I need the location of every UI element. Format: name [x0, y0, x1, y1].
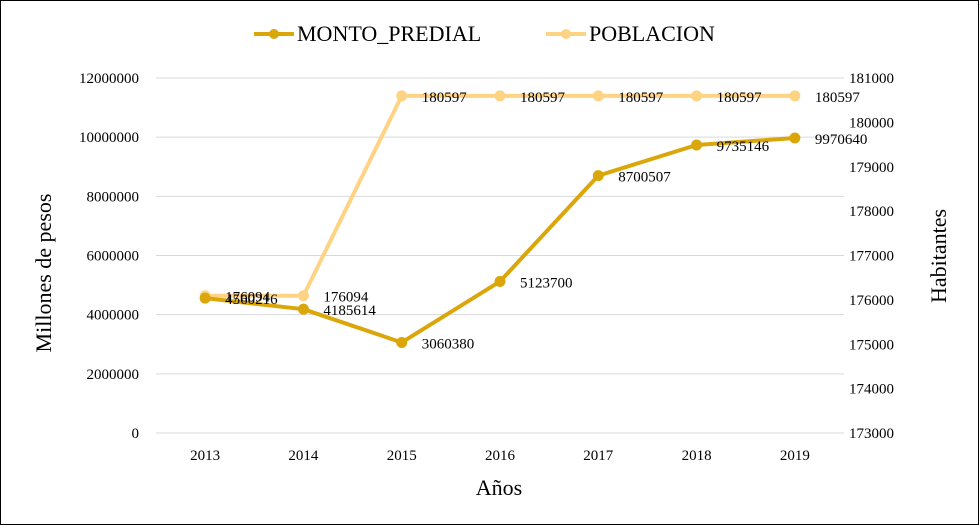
- y2-tick-label: 181000: [849, 71, 894, 87]
- data-label-poblacion: 180597: [520, 90, 566, 106]
- y-tick-label: 2000000: [87, 367, 140, 383]
- data-label-poblacion: 180597: [815, 90, 861, 106]
- y-tick-label: 6000000: [87, 249, 140, 265]
- data-point-poblacion: [691, 90, 703, 102]
- series-lines: [199, 90, 801, 348]
- data-point-monto-predial: [789, 132, 801, 144]
- legend-marker-poblacion: [561, 29, 571, 39]
- legend-label-monto-predial: MONTO_PREDIAL: [297, 21, 481, 46]
- data-label-poblacion: 176094: [323, 290, 369, 306]
- data-label-poblacion: 176094: [225, 290, 271, 306]
- y-axis-left-title: Millones de pesos: [31, 194, 56, 353]
- data-label-poblacion: 180597: [717, 90, 763, 106]
- data-labels: 176094 176094 180597 180597 180597 180597 1805…: [225, 90, 867, 353]
- data-label-monto-predial: 4185614: [323, 303, 376, 319]
- x-tick-label: 2016: [485, 448, 516, 464]
- x-tick-label: 2018: [682, 448, 712, 464]
- y-axis-left-ticks: 0 2000000 4000000 6000000 8000000 10000000 120…: [79, 71, 139, 442]
- data-point-monto-predial: [199, 292, 211, 304]
- y2-tick-label: 178000: [849, 204, 894, 220]
- data-label-monto-predial: 8700507: [618, 170, 671, 186]
- y2-tick-label: 180000: [849, 115, 894, 131]
- data-point-monto-predial: [396, 336, 408, 348]
- data-point-poblacion: [789, 90, 801, 102]
- data-label-monto-predial: 3060380: [422, 336, 475, 352]
- data-label-monto-predial: 9735146: [717, 139, 770, 155]
- y2-tick-label: 175000: [849, 337, 894, 353]
- data-label-monto-predial: 5123700: [520, 275, 573, 291]
- y-tick-label: 12000000: [79, 71, 139, 87]
- data-label-poblacion: 180597: [422, 90, 468, 106]
- data-label-monto-predial: 4560216: [225, 292, 278, 308]
- data-point-monto-predial: [592, 170, 604, 182]
- data-point-poblacion: [592, 90, 604, 102]
- x-tick-label: 2013: [190, 448, 220, 464]
- legend-label-poblacion: POBLACION: [589, 21, 715, 46]
- y2-tick-label: 179000: [849, 160, 894, 176]
- series-line-poblacion: [205, 93, 795, 298]
- data-point-poblacion: [494, 90, 506, 102]
- legend-item-monto-predial: MONTO_PREDIAL: [254, 21, 481, 46]
- y2-tick-label: 174000: [849, 382, 894, 398]
- legend-marker-monto-predial: [269, 29, 279, 39]
- x-tick-label: 2017: [583, 448, 614, 464]
- y-tick-label: 4000000: [87, 308, 140, 324]
- x-axis-title: Años: [476, 475, 522, 500]
- data-point-poblacion: [396, 90, 408, 102]
- data-point-monto-predial: [494, 275, 506, 287]
- gridlines: [156, 77, 844, 434]
- y-tick-label: 0: [132, 426, 140, 442]
- x-tick-label: 2019: [780, 448, 810, 464]
- legend: MONTO_PREDIAL POBLACION: [254, 21, 715, 46]
- series-line-monto-predial: [204, 136, 795, 345]
- data-label-poblacion: 180597: [618, 90, 664, 106]
- y-axis-right-ticks: 173000 174000 175000 176000 177000 178000 1790…: [849, 71, 894, 442]
- data-point-monto-predial: [691, 139, 703, 151]
- y2-tick-label: 176000: [849, 293, 894, 309]
- y-tick-label: 8000000: [87, 189, 140, 205]
- data-label-monto-predial: 9970640: [815, 132, 868, 148]
- y2-tick-label: 177000: [849, 249, 894, 265]
- data-point-monto-predial: [297, 303, 309, 315]
- y-tick-label: 10000000: [79, 130, 139, 146]
- y2-tick-label: 173000: [849, 426, 894, 442]
- legend-item-poblacion: POBLACION: [546, 21, 715, 46]
- x-tick-label: 2014: [288, 448, 319, 464]
- data-point-poblacion: [297, 290, 309, 302]
- y-axis-right-title: Habitantes: [926, 209, 951, 303]
- x-axis-ticks: 2013 2014 2015 2016 2017 2018 2019: [190, 448, 810, 464]
- x-tick-label: 2015: [387, 448, 417, 464]
